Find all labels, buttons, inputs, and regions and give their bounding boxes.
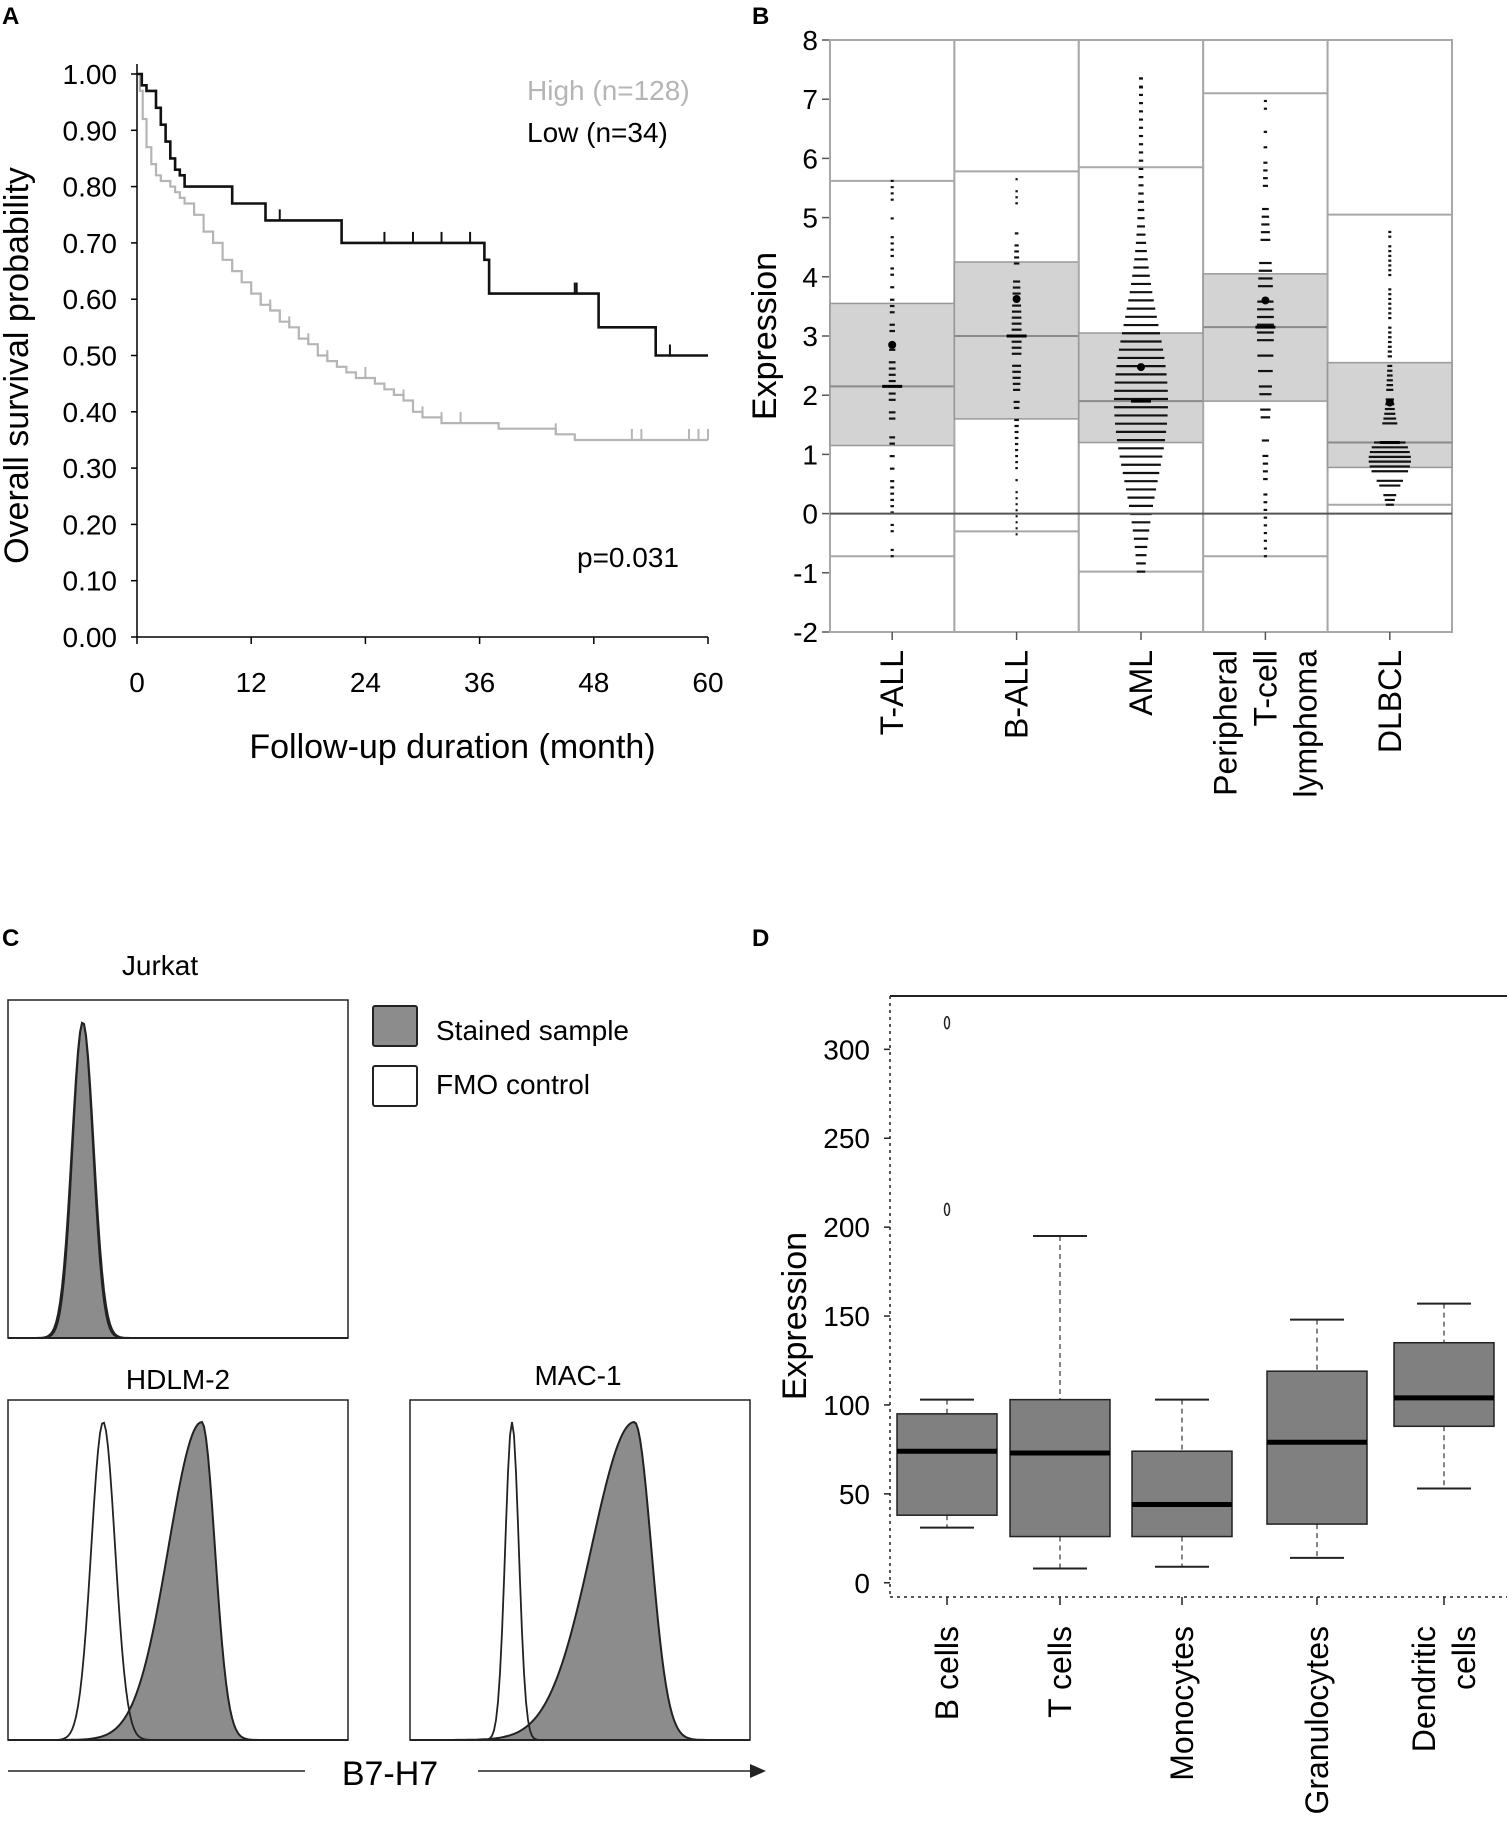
- legend-swatch-fmo: [372, 1065, 418, 1107]
- mean-marker: [1261, 296, 1270, 305]
- x-axis-title: Follow-up duration (month): [249, 728, 655, 766]
- y-tick-label: 300: [823, 1034, 870, 1065]
- y-tick-label: 0: [802, 499, 818, 530]
- y-tick-label: 0.50: [63, 341, 118, 372]
- category-frame: [1326, 39, 1453, 633]
- legend-high: High (n=128): [527, 75, 690, 106]
- y-tick-label: 0.30: [63, 453, 118, 484]
- survival-curve-low: [137, 72, 708, 357]
- iqr-box: [1202, 273, 1329, 402]
- y-axis-title: Expression: [746, 252, 784, 420]
- category-label: T-ALL: [874, 650, 910, 735]
- x-tick-label: 0: [129, 667, 145, 698]
- iqr-box: [1393, 1341, 1495, 1428]
- fmo-control-histogram: [8, 1421, 348, 1741]
- histogram-frame: [7, 999, 349, 1339]
- category-label: cells: [1446, 1626, 1482, 1690]
- y-tick-label: 0: [854, 1568, 870, 1599]
- y-tick-label: 6: [802, 143, 818, 174]
- x-tick-label: 12: [236, 667, 267, 698]
- expression-boxplot-immune-cells: 0 50 100 150 200 250 300 Expression B cells T cel…: [776, 995, 1507, 1815]
- category-label: DLBCL: [1372, 650, 1408, 753]
- mean-marker: [1385, 398, 1394, 407]
- legend-label-fmo: FMO control: [436, 1069, 590, 1100]
- flow-cytometry-panel: Jurkat HDLM-2 MAC-1 Stained sample FMO contr…: [7, 950, 766, 1793]
- fmo-control-histogram: [8, 1021, 348, 1339]
- x-tick-label: 48: [578, 667, 609, 698]
- x-axis-arrow: [750, 1764, 766, 1778]
- iqr-box: [896, 1413, 998, 1516]
- legend-swatch-stained: [372, 1005, 418, 1047]
- histogram-title: MAC-1: [534, 1360, 621, 1391]
- panel-letter-c: C: [2, 925, 19, 952]
- y-tick-label: 1: [802, 439, 818, 470]
- y-tick-label: 3: [802, 321, 818, 352]
- y-tick-label: 0.60: [63, 284, 118, 315]
- y-tick-label: 7: [802, 84, 818, 115]
- iqr-box: [953, 261, 1080, 420]
- category-label: Granulocytes: [1299, 1626, 1335, 1815]
- y-tick-label: 0.80: [63, 172, 118, 203]
- y-tick-label: 50: [839, 1479, 870, 1510]
- y-tick-label: 0.40: [63, 397, 118, 428]
- mean-marker: [888, 340, 897, 349]
- y-tick-label: 250: [823, 1123, 870, 1154]
- y-tick-label: 2: [802, 380, 818, 411]
- x-tick-label: 36: [464, 667, 495, 698]
- x-tick-label: 24: [350, 667, 381, 698]
- outlier-point: [943, 1202, 951, 1217]
- y-tick-label: 0.00: [63, 622, 118, 653]
- panel-letter-b: B: [752, 3, 769, 30]
- x-tick-label: 60: [692, 667, 723, 698]
- iqr-box: [1009, 1398, 1111, 1538]
- category-label: AML: [1123, 650, 1159, 716]
- category-label: Monocytes: [1164, 1626, 1200, 1781]
- panel-letter-a: A: [2, 3, 19, 30]
- histogram-title: Jurkat: [122, 950, 198, 981]
- category-label: Peripheral: [1207, 650, 1243, 796]
- y-tick-label: -1: [793, 558, 818, 589]
- y-axis-title: Overall survival probability: [0, 167, 36, 564]
- y-tick-label: 100: [823, 1390, 870, 1421]
- category-label: B-ALL: [999, 650, 1035, 739]
- iqr-box: [1131, 1450, 1233, 1538]
- outlier-point: [943, 1015, 951, 1030]
- category-label: Dendritic: [1406, 1626, 1442, 1752]
- mean-marker: [1012, 295, 1021, 303]
- y-tick-label: 150: [823, 1301, 870, 1332]
- legend-label-stained: Stained sample: [436, 1015, 629, 1046]
- y-tick-label: 0.10: [63, 566, 118, 597]
- category-label: T-cell: [1247, 650, 1283, 726]
- x-axis-title: B7-H7: [342, 1755, 438, 1793]
- y-tick-label: 0.70: [63, 228, 118, 259]
- y-axis-title: Expression: [776, 1232, 814, 1400]
- y-tick-label: -2: [793, 617, 818, 648]
- iqr-box: [1266, 1370, 1368, 1525]
- category-label: lymphoma: [1287, 650, 1323, 798]
- y-tick-label: 4: [802, 262, 818, 293]
- mean-marker: [1137, 363, 1145, 372]
- category-label: T cells: [1042, 1626, 1078, 1718]
- fmo-control-histogram: [410, 1421, 750, 1741]
- y-tick-label: 200: [823, 1212, 870, 1243]
- legend-low: Low (n=34): [527, 117, 668, 148]
- y-tick-label: 0.90: [63, 115, 118, 146]
- y-tick-label: 8: [802, 25, 818, 56]
- p-value-annotation: p=0.031: [577, 542, 679, 573]
- histogram-title: HDLM-2: [126, 1364, 230, 1395]
- y-tick-label: 1.00: [63, 59, 118, 90]
- y-tick-label: 0.20: [63, 509, 118, 540]
- category-label: B cells: [929, 1626, 965, 1720]
- panel-letter-d: D: [752, 925, 769, 952]
- survival-chart: 0.00 0.10 0.20 0.30 0.40 0.50 0.60 0.70 0.80 0.90…: [0, 59, 724, 766]
- y-tick-label: 5: [802, 203, 818, 234]
- expression-boxplot-malignancies: -2 -1 0 1 2 3 4 5 6 7 8 Expression T-ALL B-ALL AML Peri…: [746, 25, 1453, 798]
